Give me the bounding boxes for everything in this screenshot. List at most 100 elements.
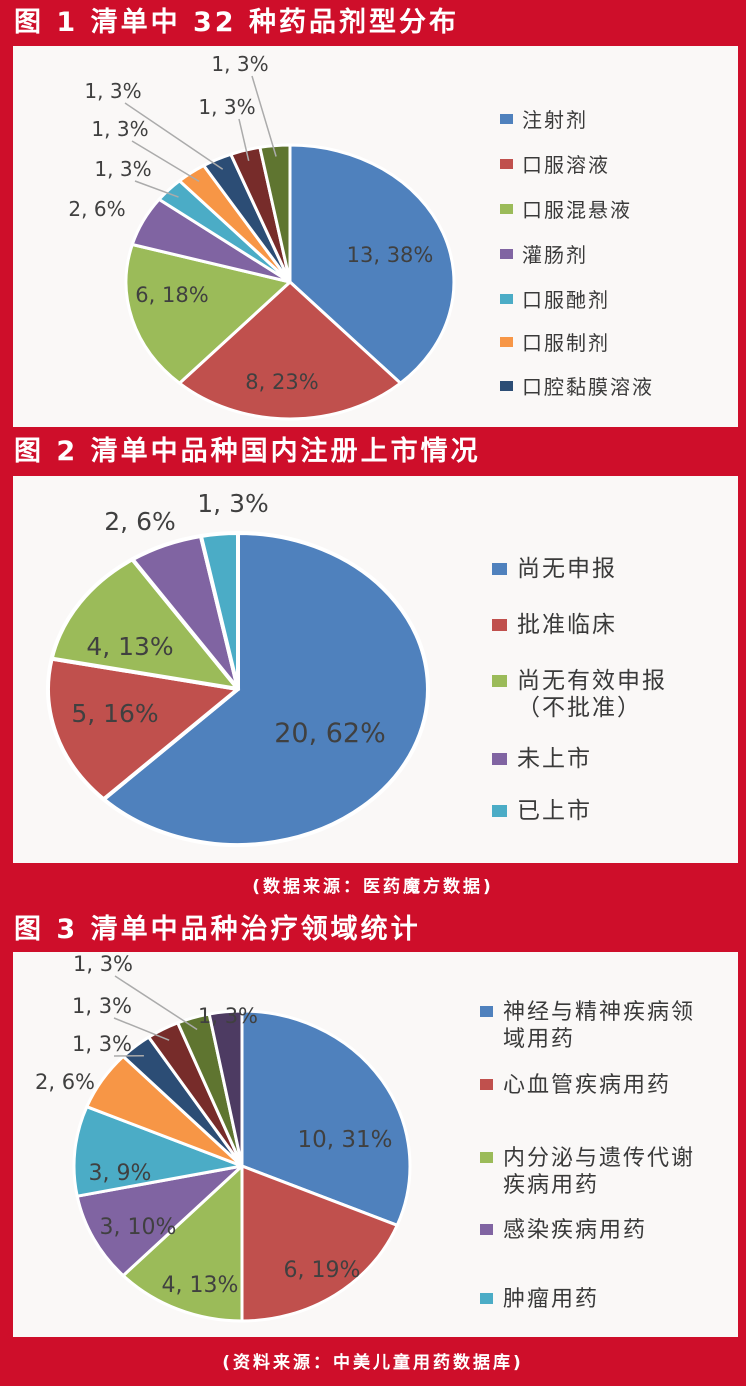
slice-data-label: 13, 38% [347,243,434,267]
slice-data-label: 5, 16% [71,699,158,728]
label-leader-line [238,118,250,161]
slice-data-label: 8, 23% [245,370,318,394]
pie-slice [178,280,402,421]
pie-slice [198,531,240,691]
pie-slice [101,531,430,847]
pie-slice [46,656,240,802]
legend-item: 肿瘤用药 [480,1286,599,1313]
label-leader-line [113,1017,170,1041]
legend-label: 灌肠剂 [522,243,588,267]
figure1-chart-panel: 13, 38% 8, 23% 6, 18% 2, 6% 1, 3% 1, 3% 1, 3% 1… [13,46,738,427]
figure2-source-caption: (数据来源：医药魔方数据) [252,877,494,897]
legend-swatch [500,114,513,124]
legend-label: 口服酏剂 [522,288,610,312]
pie-slice [49,557,240,691]
figure2-source-band: (数据来源：医药魔方数据) 图 3 清单中品种治疗领域统计 [0,863,746,952]
legend-item: 心血管疾病用药 [480,1072,671,1099]
legend-label: 注射剂 [522,108,588,132]
figure3-pie-chart: 10, 31% 6, 19% 4, 13% 3, 10% 3, 9% 2, 6% 1, 3%… [35,952,412,1323]
pie-slice [240,1009,412,1227]
legend-label: 口服溶液 [522,153,610,177]
legend-item: 口服酏剂 [500,288,610,312]
legend-item: 未上市 [492,746,592,773]
label-leader-line [124,102,224,170]
legend-swatch [500,381,513,391]
legend-swatch [492,619,507,631]
pie-slice [240,1164,399,1323]
legend-item: 尚无有效申报 （不批准） [492,668,667,722]
legend-label: 神经与精神疾病领 域用药 [503,1000,696,1052]
legend-swatch [500,294,513,304]
legend-label: 口服混悬液 [522,198,632,222]
slice-data-label: 1, 3% [84,79,141,103]
legend-swatch [480,1006,493,1017]
legend-item: 已上市 [492,798,592,825]
slice-data-label: 20, 62% [274,718,386,749]
legend-swatch [480,1224,493,1235]
label-leader-line [131,140,200,183]
legend-item: 灌肠剂 [500,243,588,267]
legend-swatch [500,159,513,169]
legend-label: 心血管疾病用药 [503,1073,672,1098]
legend-item: 感染疾病用药 [480,1217,647,1244]
figure3-chart-panel: 10, 31% 6, 19% 4, 13% 3, 10% 3, 9% 2, 6% 1, 3%… [13,952,738,1337]
pie-slice [207,1009,244,1168]
figure3-source-band: (资料来源：中美儿童用药数据库) [0,1337,746,1386]
label-leader-line [251,75,277,157]
legend-swatch [480,1152,493,1163]
legend-swatch [492,563,507,575]
pie-slice [75,1164,244,1278]
slice-data-label: 2, 6% [35,1070,95,1094]
legend-label: 感染疾病用药 [503,1218,648,1243]
legend-item: 口腔黏膜溶液 [500,375,654,399]
figure3-title: 图 3 清单中品种治疗领域统计 [14,914,421,945]
legend-label: 尚无申报 [517,556,617,582]
legend-item: 内分泌与遗传代谢 疾病用药 [480,1145,695,1199]
figure2-title: 图 2 清单中品种国内注册上市情况 [14,436,481,467]
legend-label: 未上市 [517,746,592,772]
slice-data-label: 1, 3% [198,1004,258,1028]
legend-item: 口服混悬液 [500,198,632,222]
legend-swatch [492,675,507,687]
legend-label: 尚无有效申报 （不批准） [517,668,667,721]
legend-swatch [500,204,513,214]
slice-data-label: 1, 3% [91,117,148,141]
figure1-title-banner: 图 1 清单中 32 种药品剂型分布 [0,0,746,46]
slice-data-label: 1, 3% [72,994,132,1018]
slice-data-label: 1, 3% [72,1032,132,1056]
legend-swatch [480,1079,493,1090]
legend-swatch [500,249,513,259]
legend-item: 口服制剂 [500,331,610,355]
figure1-title: 图 1 清单中 32 种药品剂型分布 [14,7,459,38]
slice-data-label: 1, 3% [211,52,268,76]
legend-label: 口腔黏膜溶液 [522,375,654,399]
legend-item: 神经与精神疾病领 域用药 [480,999,695,1053]
figure3-source-caption: (资料来源：中美儿童用药数据库) [222,1353,524,1373]
pie-slice [288,143,456,385]
figure2-pie-chart: 20, 62% 5, 16% 4, 13% 2, 6% 1, 3% [46,489,430,847]
slice-data-label: 2, 6% [68,197,125,221]
legend-swatch [492,753,507,765]
figure2-title-banner: 图 2 清单中品种国内注册上市情况 [0,427,746,476]
label-leader-line [114,975,198,1031]
slice-data-label: 4, 13% [86,632,173,661]
legend-swatch [480,1293,493,1304]
slice-data-label: 3, 10% [100,1215,177,1240]
slice-data-label: 3, 9% [89,1161,152,1186]
legend-label: 肿瘤用药 [503,1287,600,1312]
legend-label: 内分泌与遗传代谢 疾病用药 [503,1146,696,1198]
slice-data-label: 1, 3% [198,95,255,119]
legend-item: 口服溶液 [500,153,610,177]
slice-data-label: 1, 3% [73,952,133,976]
legend-swatch [500,337,513,347]
slice-data-label: 6, 18% [135,283,208,307]
pie-slice [72,1105,244,1198]
pie-slice [121,1164,244,1323]
figure2-chart-panel: 20, 62% 5, 16% 4, 13% 2, 6% 1, 3% 尚无申报 批准临床 尚无… [13,476,738,863]
legend-item: 批准临床 [492,612,617,639]
slice-data-label: 2, 6% [104,507,175,536]
slice-data-label: 4, 13% [162,1273,239,1298]
pie-slice [124,243,292,385]
pie-slice [258,143,292,284]
